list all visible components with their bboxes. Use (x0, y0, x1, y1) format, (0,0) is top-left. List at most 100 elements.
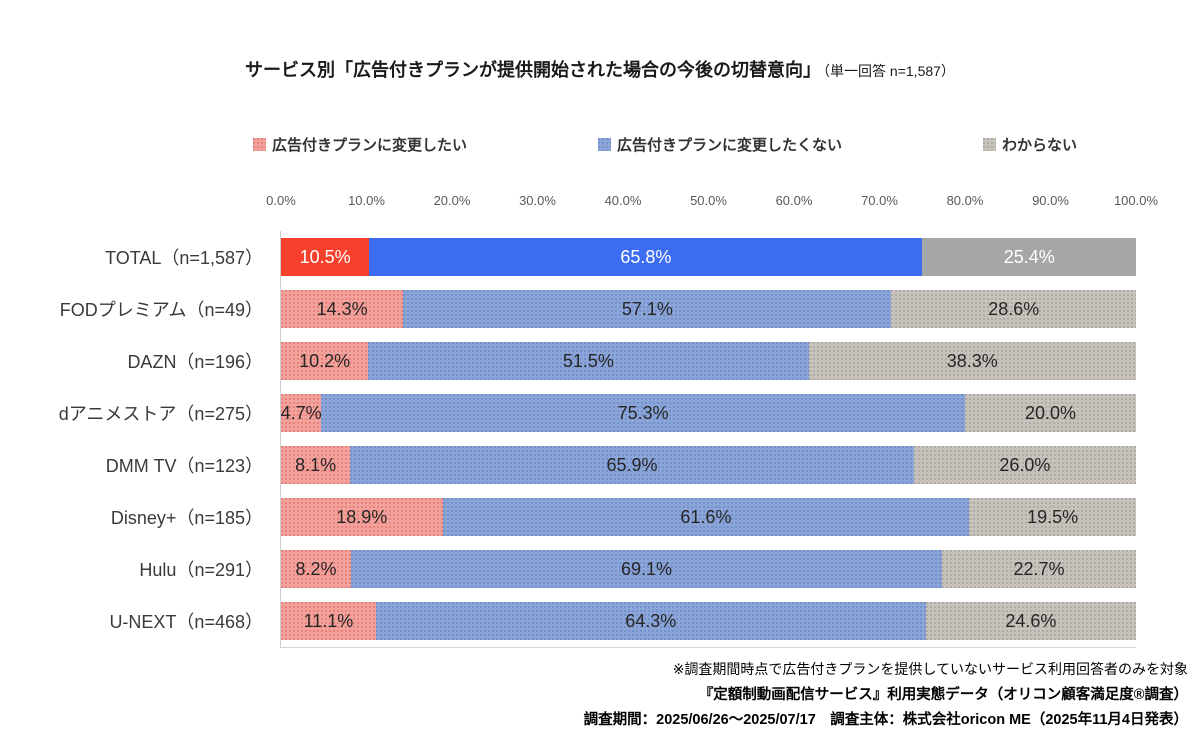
chart-row: 8.2% 69.1% 22.7% (281, 543, 1136, 595)
stacked-bar: 11.1% 64.3% 24.6% (281, 602, 1136, 640)
category-labels: TOTAL（n=1,587） FODプレミアム（n=49） DAZN（n=196） d… (0, 231, 272, 647)
chart-row: 8.1% 65.9% 26.0% (281, 439, 1136, 491)
segment-value-label: 10.2% (299, 350, 351, 371)
segment-value-label: 28.6% (988, 298, 1040, 319)
legend-item-unknown: わからない (983, 134, 1077, 155)
bar-segment-want: 10.5% (281, 238, 370, 276)
segment-value-label: 61.6% (680, 506, 732, 527)
segment-value-label: 26.0% (999, 454, 1051, 475)
bar-segment-not-want: 64.3% (375, 602, 926, 640)
x-axis-tick-label: 80.0% (946, 193, 984, 208)
stacked-bar: 4.7% 75.3% 20.0% (281, 394, 1136, 432)
bar-segment-not-want: 65.8% (369, 238, 923, 276)
chart-row: 11.1% 64.3% 24.6% (281, 595, 1136, 647)
x-axis-tick-label: 30.0% (519, 193, 556, 208)
x-axis-tick-label: 0.0% (266, 193, 296, 208)
segment-value-label: 4.7% (280, 402, 322, 423)
category-label: DAZN（n=196） (127, 352, 263, 372)
stacked-bar: 8.1% 65.9% 26.0% (281, 446, 1136, 484)
bar-segment-not-want: 65.9% (350, 446, 914, 484)
category-label: DMM TV（n=123） (105, 456, 263, 476)
category-label: Disney+（n=185） (110, 508, 263, 528)
segment-value-label: 20.0% (1024, 402, 1077, 423)
stacked-bar: 8.2% 69.1% 22.7% (281, 550, 1136, 588)
segment-value-label: 51.5% (562, 350, 614, 371)
footnote-line: 『定額制動画配信サービス』利用実態データ（オリコン顧客満足度®調査） (698, 687, 1188, 703)
bar-segment-unknown: 28.6% (891, 290, 1136, 328)
legend-swatch-unknown-icon (983, 138, 996, 151)
segment-value-label: 19.5% (1027, 506, 1079, 527)
bar-segment-want: 11.1% (281, 602, 376, 640)
footnote-line: ※調査期間時点で広告付きプランを提供していないサービス利用回答者のみを対象 (672, 661, 1188, 677)
segment-value-label: 24.6% (1005, 610, 1057, 631)
bar-segment-want: 14.3% (281, 290, 404, 328)
chart-title: サービス別「広告付きプランが提供開始された場合の今後の切替意向」 （単一回答 n=… (0, 56, 1200, 82)
segment-value-label: 64.3% (625, 610, 677, 631)
bar-segment-not-want: 51.5% (368, 342, 809, 380)
legend-swatch-not-want-icon (598, 138, 611, 151)
segment-value-label: 38.3% (946, 350, 998, 371)
bar-segment-not-want: 75.3% (321, 394, 965, 432)
segment-value-label: 75.3% (617, 402, 669, 423)
category-label: Hulu（n=291） (139, 560, 263, 580)
chart-title-suffix: （単一回答 n=1,587） (823, 63, 955, 79)
stacked-bar: 10.2% 51.5% 38.3% (281, 342, 1136, 380)
bar-segment-unknown: 24.6% (925, 602, 1136, 640)
bar-segment-unknown: 26.0% (913, 446, 1136, 484)
segment-value-label: 8.2% (295, 558, 337, 579)
bar-segment-unknown: 22.7% (941, 550, 1136, 588)
chart-title-main: サービス別「広告付きプランが提供開始された場合の今後の切替意向」 (245, 60, 822, 80)
bar-segment-unknown: 19.5% (969, 498, 1136, 536)
plot-area: 10.5% 65.8% 25.4% 14.3% 57.1% 28.6% 10.2% 51.5%… (280, 231, 1137, 648)
segment-value-label: 65.8% (620, 246, 672, 267)
bar-segment-unknown: 20.0% (965, 394, 1136, 432)
legend: 広告付きプランに変更したい 広告付きプランに変更したくない わからない (0, 134, 1200, 156)
bar-segment-not-want: 61.6% (442, 498, 970, 536)
segment-value-label: 22.7% (1013, 558, 1065, 579)
x-axis-tick-label: 90.0% (1032, 193, 1069, 208)
category-label: U-NEXT（n=468） (109, 612, 263, 632)
legend-swatch-want-icon (253, 138, 266, 151)
chart-row: 4.7% 75.3% 20.0% (281, 387, 1136, 439)
footnote-line: 調査期間：2025/06/26～2025/07/17 調査主体：株式会社oric… (583, 712, 1188, 728)
legend-item-want: 広告付きプランに変更したい (253, 134, 467, 155)
x-axis-labels: 0.0% 10.0% 20.0% 30.0% 40.0% 50.0% 60.0% 70.0% 8… (266, 193, 1158, 211)
segment-value-label: 69.1% (620, 558, 673, 579)
x-axis-tick-label: 60.0% (775, 193, 813, 208)
category-label: dアニメストア（n=275） (58, 404, 263, 424)
bar-segment-want: 10.2% (281, 342, 369, 380)
legend-label: 広告付きプランに変更したい (272, 137, 468, 154)
bar-segment-want: 18.9% (281, 498, 443, 536)
x-axis-tick-label: 50.0% (690, 193, 727, 208)
bar-segment-want: 8.1% (281, 446, 351, 484)
segment-value-label: 65.9% (606, 454, 658, 475)
x-axis-tick-label: 20.0% (433, 193, 471, 208)
x-axis-tick-label: 70.0% (861, 193, 898, 208)
category-label: TOTAL（n=1,587） (105, 248, 263, 268)
category-label: FODプレミアム（n=49） (59, 300, 263, 320)
bar-segment-unknown: 38.3% (808, 342, 1136, 380)
segment-value-label: 25.4% (1003, 246, 1055, 267)
segment-value-label: 57.1% (621, 298, 673, 319)
footnotes: ※調査期間時点で広告付きプランを提供していないサービス利用回答者のみを対象 『定… (584, 659, 1188, 733)
segment-value-label: 10.5% (299, 246, 351, 267)
x-axis-tick-label: 100.0% (1113, 193, 1159, 208)
bar-segment-unknown: 25.4% (922, 238, 1137, 276)
segment-value-label: 11.1% (303, 610, 354, 631)
bar-segment-not-want: 57.1% (403, 290, 892, 328)
chart-row: 14.3% 57.1% 28.6% (281, 283, 1136, 335)
bar-segment-want: 8.2% (281, 550, 352, 588)
stacked-bar: 10.5% 65.8% 25.4% (281, 238, 1137, 276)
chart-row: 18.9% 61.6% 19.5% (281, 491, 1136, 543)
stacked-bar: 18.9% 61.6% 19.5% (281, 498, 1136, 536)
segment-value-label: 8.1% (295, 454, 337, 475)
segment-value-label: 14.3% (316, 298, 368, 319)
segment-value-label: 18.9% (336, 506, 388, 527)
legend-item-not-want: 広告付きプランに変更したくない (598, 134, 842, 155)
x-axis-tick-label: 10.0% (348, 193, 385, 208)
stacked-bar: 14.3% 57.1% 28.6% (281, 290, 1136, 328)
x-axis-tick-label: 40.0% (604, 193, 642, 208)
chart-row: 10.2% 51.5% 38.3% (281, 335, 1136, 387)
legend-label: 広告付きプランに変更したくない (617, 137, 843, 154)
